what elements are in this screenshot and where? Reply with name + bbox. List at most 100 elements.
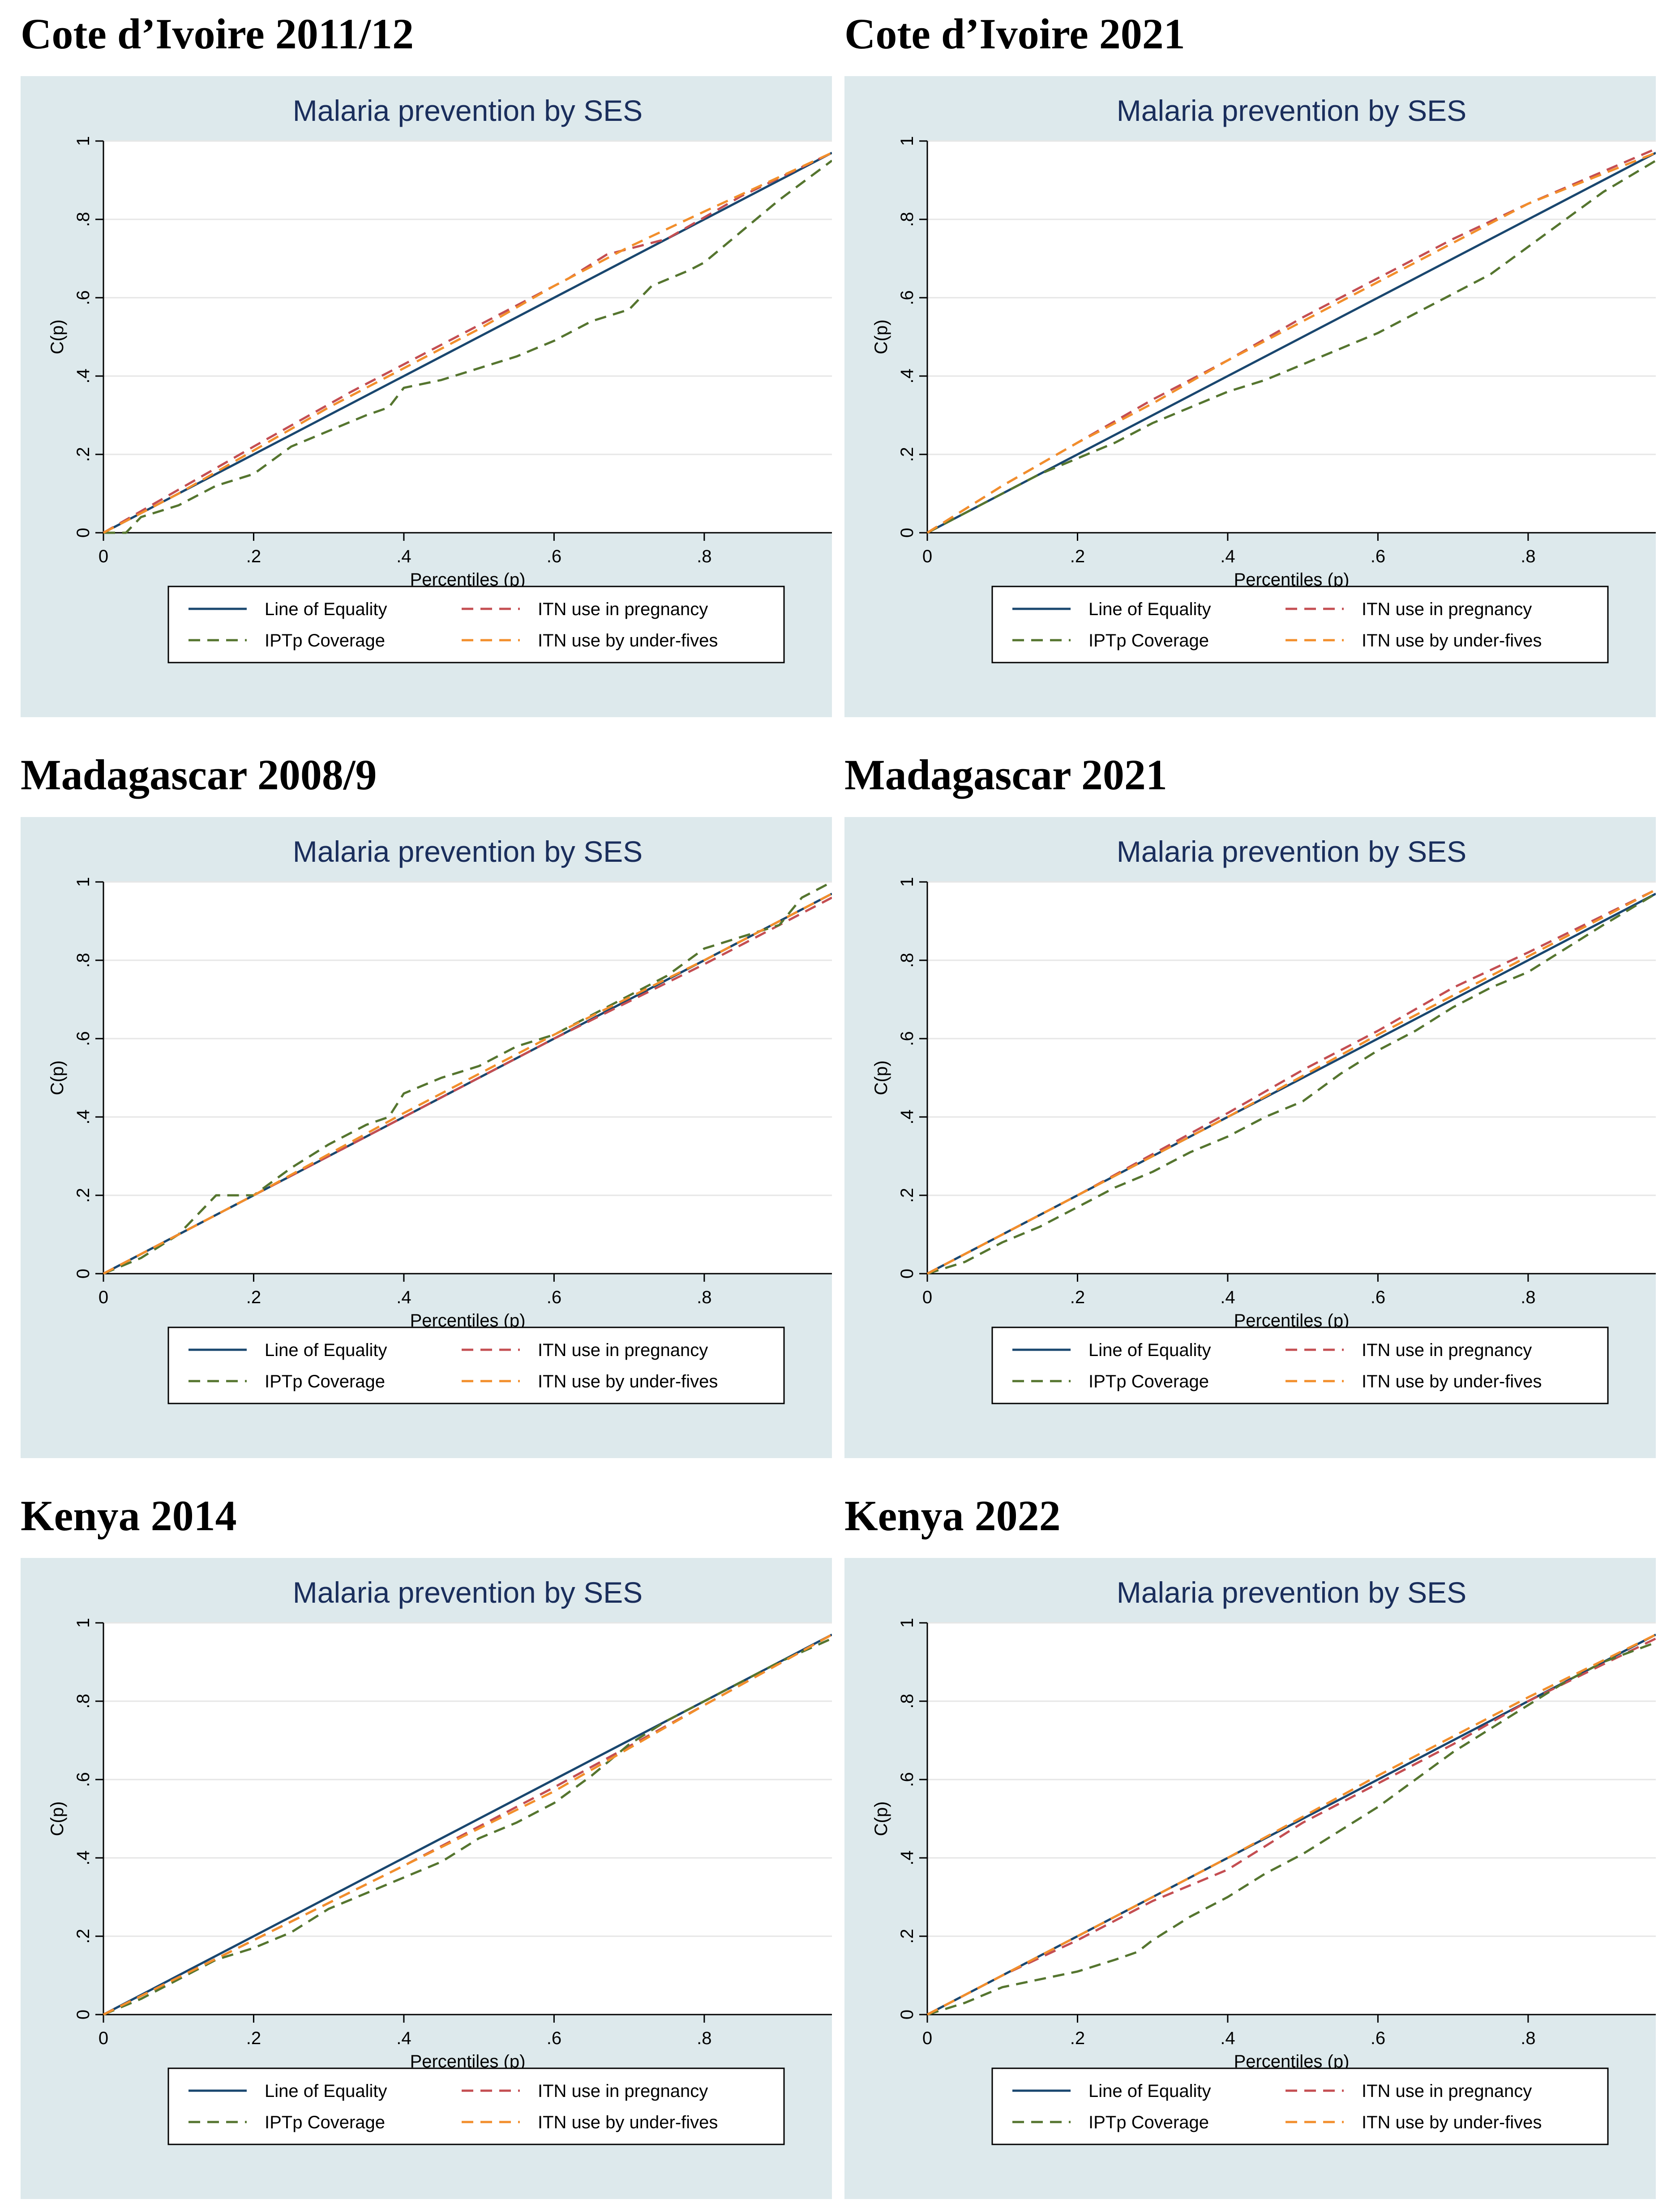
x-tick-label: 0 [99,547,108,566]
x-tick-label: .4 [1220,1288,1235,1307]
y-tick-label: 0 [73,1269,93,1279]
y-tick-label: .4 [897,368,917,383]
legend-label: ITN use by under-fives [1362,2113,1542,2132]
y-tick-label: .2 [73,447,93,462]
y-axis-label: C(p) [47,1061,67,1095]
x-tick-label: .4 [1220,2028,1235,2048]
y-tick-label: 1 [897,1618,917,1628]
legend-label: ITN use in pregnancy [538,599,708,619]
series-line-itn-use-by-under-fives [103,152,832,534]
chart-kenya-2014: Malaria prevention by SES 0 .2 .4 .6 .8 1 0 .2 .4… [21,1558,832,2199]
y-tick-label: .4 [73,1850,93,1865]
y-tick-label: .2 [73,1929,93,1943]
panel-cote-divoire-2021: Cote d’Ivoire 2021 Malaria prevention by… [844,0,1656,722]
chart-kenya-2022: Malaria prevention by SES 0 .2 .4 .6 .8 1 0 .2 .4… [844,1558,1656,2199]
y-tick-label: .6 [897,1772,917,1787]
y-tick-label: .4 [897,1850,917,1865]
series-line-itn-use-by-under-fives [926,889,1656,1275]
x-tick-label: .4 [396,1288,411,1307]
panel-heading: Cote d’Ivoire 2021 [844,10,1185,58]
x-tick-label: .2 [246,1288,261,1307]
series-line-iptp-coverage [926,159,1656,534]
series-line-itn-use-in-pregnancy [103,152,832,534]
legend-label: IPTp Coverage [1088,631,1209,650]
x-tick-label: .6 [547,1288,561,1307]
plot-area [927,882,1656,1274]
legend-label: ITN use by under-fives [538,631,718,650]
legend-box [167,1326,785,1404]
x-tick-label: 0 [922,1288,932,1307]
series-line-line-of-equality [103,152,832,534]
series-line-itn-use-by-under-fives [926,151,1656,534]
x-tick-label: 0 [922,547,932,566]
y-tick-label: .8 [897,1694,917,1708]
plot-area [103,882,832,1274]
chart-title: Malaria prevention by SES [1117,835,1466,868]
legend-label: ITN use in pregnancy [1362,599,1532,619]
chart-title: Malaria prevention by SES [293,835,643,868]
y-axis-label: C(p) [47,1801,67,1836]
y-tick-label: .2 [73,1188,93,1202]
x-tick-label: .2 [1070,2028,1085,2048]
y-tick-label: .4 [897,1109,917,1124]
y-tick-label: 0 [897,528,917,538]
legend-box [991,586,1609,663]
legend-label: ITN use by under-fives [1362,1372,1542,1391]
y-tick-label: 1 [897,877,917,887]
panel-heading: Cote d’Ivoire 2011/12 [21,10,414,58]
y-tick-label: .2 [897,1929,917,1943]
legend-box [991,1326,1609,1404]
chart-title: Malaria prevention by SES [1117,94,1466,127]
panel-heading: Kenya 2014 [21,1492,237,1540]
y-tick-label: 1 [73,877,93,887]
panel-cote-divoire-2011: Cote d’Ivoire 2011/12 Malaria prevention… [21,0,832,722]
series-line-itn-use-by-under-fives [103,1634,832,2016]
y-tick-label: 1 [73,136,93,146]
y-tick-label: .8 [73,953,93,967]
y-tick-label: .6 [897,1031,917,1046]
x-tick-label: .2 [1070,547,1085,566]
legend-box [991,2067,1609,2145]
legend-label: ITN use in pregnancy [538,1340,708,1360]
y-tick-label: .6 [897,290,917,305]
y-tick-label: .6 [73,1772,93,1787]
panel-heading: Kenya 2022 [844,1492,1061,1540]
y-tick-label: .4 [73,368,93,383]
x-tick-label: .8 [1521,1288,1535,1307]
y-tick-label: 1 [897,136,917,146]
x-tick-label: .2 [246,547,261,566]
y-tick-label: .6 [73,290,93,305]
x-tick-label: .8 [1521,2028,1535,2048]
series-line-iptp-coverage [927,1641,1656,2016]
x-tick-label: .4 [396,547,411,566]
chart-cote-divoire-2011: Malaria prevention by SES 0 .2 .4 .6 .8 1 0 .2 .4… [21,76,832,717]
y-tick-label: 0 [897,1269,917,1279]
plot-area [927,141,1656,533]
y-tick-label: .8 [73,1694,93,1708]
plot-area [103,1623,832,2015]
y-tick-label: 1 [73,1618,93,1628]
legend-label: Line of Equality [265,1340,387,1360]
series-line-iptp-coverage [927,893,1656,1275]
y-tick-label: .4 [73,1109,93,1124]
x-tick-label: .8 [1521,547,1535,566]
x-tick-label: .8 [697,2028,711,2048]
y-tick-label: 0 [73,2010,93,2019]
panel-madagascar-2021: Madagascar 2021 Malaria prevention by SE… [844,741,1656,1463]
y-axis-label: C(p) [871,1061,891,1095]
chart-madagascar-2021: Malaria prevention by SES 0 .2 .4 .6 .8 1 0 .2 .4… [844,817,1656,1458]
chart-title: Malaria prevention by SES [1117,1576,1466,1609]
legend-label: ITN use by under-fives [1362,631,1542,650]
x-tick-label: .2 [1070,1288,1085,1307]
panel-kenya-2014: Kenya 2014 Malaria prevention by SES 0 .2.… [21,1482,832,2203]
x-tick-label: .8 [697,547,711,566]
panel-heading: Madagascar 2021 [844,751,1167,799]
x-tick-label: .4 [396,2028,411,2048]
legend-label: IPTp Coverage [1088,2113,1209,2132]
chart-title: Malaria prevention by SES [293,94,643,127]
legend-label: IPTp Coverage [265,1372,385,1391]
legend-label: Line of Equality [1088,599,1211,619]
legend-label: IPTp Coverage [265,631,385,650]
x-tick-label: .6 [547,2028,561,2048]
chart-cote-divoire-2021: Malaria prevention by SES 0 .2 .4 .6 .8 1 0 .2 .4… [844,76,1656,717]
